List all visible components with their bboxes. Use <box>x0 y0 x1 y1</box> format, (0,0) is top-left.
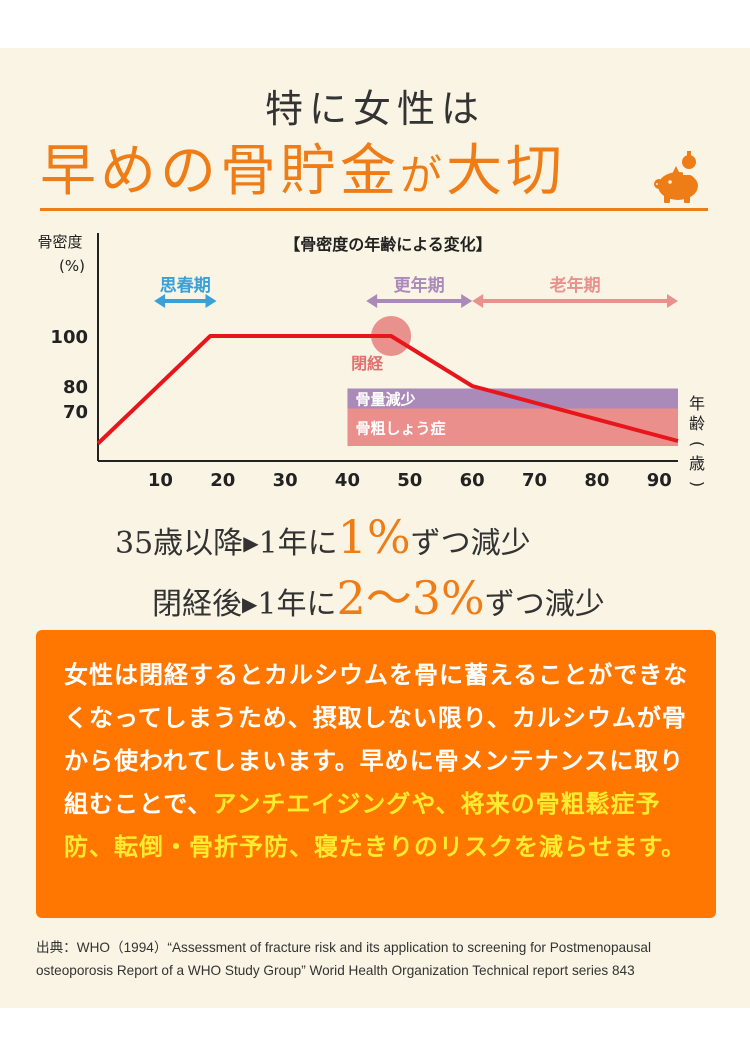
stat-2-value: 2〜3% <box>336 571 485 625</box>
x-tick-60: 60 <box>460 470 485 491</box>
band-label-1: 骨粗しょう症 <box>355 419 445 437</box>
stat-line-1: 35歳以降▶1年に1%ずつ減少 <box>115 510 531 564</box>
series-line-0 <box>96 334 679 445</box>
x-axis-label-char-2: ( <box>688 441 707 447</box>
y-tick-80: 80 <box>63 377 88 398</box>
period-arrowhead-left-1 <box>366 294 378 308</box>
triangle-arrow-icon: ▶ <box>243 531 259 555</box>
heading-line2-particle: が <box>400 151 447 200</box>
period-arrowhead-right-2 <box>667 294 678 308</box>
stat-2-mid: 1年に <box>257 587 337 622</box>
stat-1-value: 1% <box>337 510 411 564</box>
period-label-2: 老年期 <box>549 275 601 296</box>
y-tick-70: 70 <box>63 402 88 423</box>
stat-2-suffix: ずつ減少 <box>484 587 605 622</box>
stat-line-2: 閉経後▶1年に2〜3%ずつ減少 <box>152 562 605 628</box>
x-tick-90: 90 <box>647 470 672 491</box>
band-label-0: 骨量減少 <box>355 391 415 409</box>
x-tick-70: 70 <box>522 470 547 491</box>
info-callout: 女性は閉経するとカルシウムを骨に蓄えることができなくなってしまうため、摂取しない… <box>36 630 716 918</box>
y-tick-100: 100 <box>50 327 88 348</box>
stat-2-prefix: 閉経後 <box>152 587 242 622</box>
heading-underline <box>40 208 708 211</box>
y-axis-label-line1: 骨密度 <box>37 233 82 251</box>
y-axis-label-line2: (%) <box>59 257 85 275</box>
stat-1-prefix: 35歳以降 <box>115 526 244 561</box>
source-citation: 出典：WHO（1994）“Assessment of fracture risk… <box>36 940 651 978</box>
chart-title: 【骨密度の年齢による変化】 <box>284 235 492 254</box>
x-tick-80: 80 <box>584 470 609 491</box>
piggy-bank-icon <box>654 151 698 203</box>
stat-1-mid: 1年に <box>258 526 338 561</box>
stat-1-suffix: ずつ減少 <box>410 526 531 561</box>
x-tick-50: 50 <box>397 470 422 491</box>
triangle-arrow-icon: ▶ <box>242 592 258 616</box>
menopause-label: 閉経 <box>351 354 384 373</box>
period-arrowhead-right-0 <box>205 294 217 308</box>
period-arrowhead-left-0 <box>154 294 166 308</box>
x-axis-label-char-4: ) <box>688 481 707 487</box>
callout-highlight-text: アンチエイジングや、将来の骨粗鬆症予防、転倒・骨折予防、寝たきりのリスクを減らせ… <box>64 790 687 861</box>
x-tick-30: 30 <box>273 470 298 491</box>
period-label-1: 更年期 <box>394 275 445 296</box>
callout-text: 女性は閉経するとカルシウムを骨に蓄えることができなくなってしまうため、摂取しない… <box>64 661 689 818</box>
heading-line2-part2: 大切 <box>446 139 567 204</box>
period-arrowhead-right-1 <box>461 294 473 308</box>
heading-line2-part1: 早めの骨貯金 <box>40 139 400 204</box>
period-arrowhead-left-2 <box>472 294 484 308</box>
heading-line1: 特に女性は <box>264 87 485 131</box>
x-tick-20: 20 <box>210 470 235 491</box>
heading-line2: 早めの骨貯金が大切 <box>40 140 660 208</box>
x-tick-40: 40 <box>335 470 360 491</box>
x-tick-10: 10 <box>148 470 173 491</box>
period-label-0: 思春期 <box>160 275 211 296</box>
x-axis-label-char-0: 年 <box>689 394 705 413</box>
x-axis-label-char-1: 齢 <box>689 414 705 433</box>
x-axis-label-char-3: 歳 <box>689 454 705 473</box>
